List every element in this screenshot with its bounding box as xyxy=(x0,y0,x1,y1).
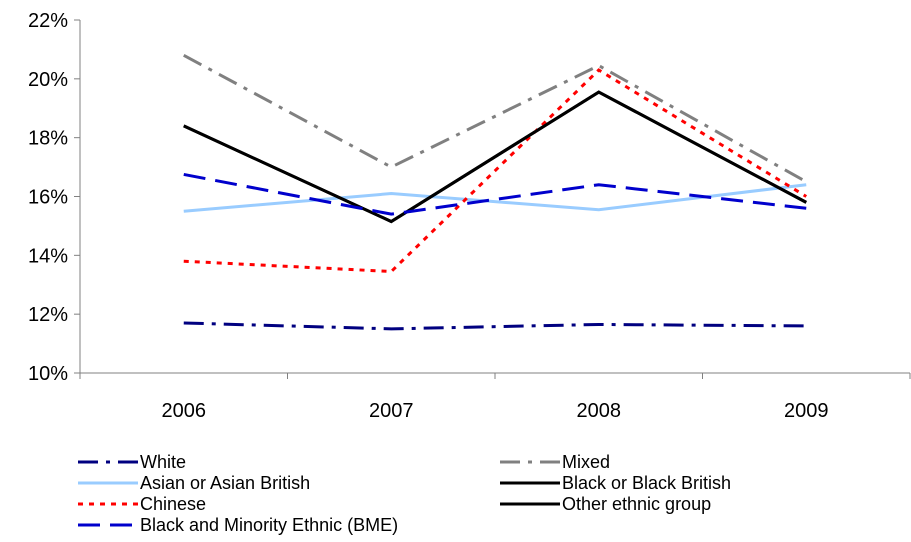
legend-label: Black and Minority Ethnic (BME) xyxy=(140,515,398,535)
y-tick-label: 18% xyxy=(28,128,68,150)
y-tick-label: 20% xyxy=(28,69,68,91)
y-tick-label: 10% xyxy=(28,363,68,385)
legend: White Mixed Asian or Asian British Black or… xyxy=(78,452,731,535)
x-tick-label: 2009 xyxy=(784,400,829,422)
series-line-other-ethnic-group xyxy=(183,90,807,224)
series-line-asian-or-asian-british xyxy=(183,183,807,213)
x-tick-label: 2008 xyxy=(577,400,622,422)
series-line-white xyxy=(183,321,807,331)
series-line-black-and-minority-ethnic-bme xyxy=(183,172,807,216)
legend-label: White xyxy=(140,452,186,472)
legend-label: Chinese xyxy=(140,494,206,514)
legend-label: Mixed xyxy=(562,452,610,472)
series-line-chinese xyxy=(183,68,808,274)
y-tick-label: 14% xyxy=(28,245,68,267)
legend-label: Other ethnic group xyxy=(562,494,711,514)
y-tick-label: 22% xyxy=(28,10,68,32)
y-tick-label: 12% xyxy=(28,304,68,326)
legend-label: Asian or Asian British xyxy=(140,473,310,493)
y-tick-label: 16% xyxy=(28,187,68,209)
x-tick-label: 2006 xyxy=(162,400,207,422)
x-tick-label: 2007 xyxy=(369,400,414,422)
axes: 10% 12% 14% 16% 18% 20% 22% 2006 2007 2008 2009 xyxy=(28,10,911,422)
series-line-mixed xyxy=(183,53,807,184)
series-lines xyxy=(183,53,808,331)
legend-label: Black or Black British xyxy=(562,473,731,493)
